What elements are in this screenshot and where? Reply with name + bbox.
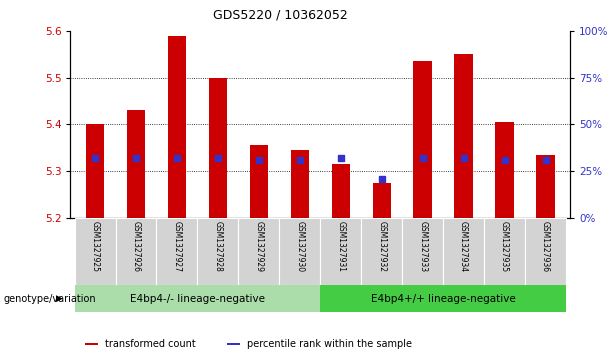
Text: genotype/variation: genotype/variation — [3, 294, 96, 303]
Text: percentile rank within the sample: percentile rank within the sample — [248, 339, 413, 349]
Bar — [227, 343, 240, 345]
Text: GSM1327927: GSM1327927 — [172, 221, 181, 272]
Point — [254, 157, 264, 163]
Text: transformed count: transformed count — [105, 339, 196, 349]
Text: GSM1327925: GSM1327925 — [91, 221, 99, 272]
Text: GSM1327926: GSM1327926 — [132, 221, 140, 272]
Bar — [86, 125, 104, 218]
Bar — [238, 218, 280, 285]
Text: GSM1327934: GSM1327934 — [459, 221, 468, 272]
Text: GSM1327936: GSM1327936 — [541, 221, 550, 272]
Text: GSM1327929: GSM1327929 — [254, 221, 264, 272]
Bar — [332, 164, 350, 218]
Bar — [208, 78, 227, 218]
Bar — [115, 218, 156, 285]
Bar — [127, 110, 145, 218]
Bar — [280, 218, 320, 285]
Point — [418, 155, 428, 161]
Bar — [320, 285, 566, 312]
Bar — [249, 145, 268, 218]
Point — [172, 155, 182, 161]
Bar — [402, 218, 443, 285]
Text: ▶: ▶ — [56, 294, 63, 303]
Bar — [197, 218, 238, 285]
Text: GDS5220 / 10362052: GDS5220 / 10362052 — [213, 9, 348, 22]
Bar — [495, 122, 514, 218]
Text: E4bp4-/- lineage-negative: E4bp4-/- lineage-negative — [130, 294, 265, 303]
Point — [377, 176, 387, 182]
Bar — [85, 343, 98, 345]
Point — [541, 157, 550, 163]
Bar — [291, 150, 309, 218]
Bar — [525, 218, 566, 285]
Bar — [168, 36, 186, 218]
Bar — [320, 218, 361, 285]
Bar — [536, 155, 555, 218]
Point — [295, 157, 305, 163]
Point — [213, 155, 223, 161]
Point — [459, 155, 468, 161]
Bar — [373, 183, 391, 218]
Text: GSM1327931: GSM1327931 — [337, 221, 345, 272]
Text: GSM1327935: GSM1327935 — [500, 221, 509, 272]
Text: E4bp4+/+ lineage-negative: E4bp4+/+ lineage-negative — [371, 294, 516, 303]
Bar — [454, 54, 473, 218]
Bar — [75, 218, 115, 285]
Bar — [361, 218, 402, 285]
Bar — [75, 285, 320, 312]
Bar — [156, 218, 197, 285]
Text: GSM1327933: GSM1327933 — [418, 221, 427, 272]
Point — [336, 155, 346, 161]
Bar — [413, 61, 432, 218]
Text: GSM1327930: GSM1327930 — [295, 221, 304, 272]
Point — [500, 157, 509, 163]
Point — [90, 155, 100, 161]
Bar — [484, 218, 525, 285]
Text: GSM1327932: GSM1327932 — [377, 221, 386, 272]
Bar — [443, 218, 484, 285]
Text: GSM1327928: GSM1327928 — [213, 221, 223, 272]
Point — [131, 155, 141, 161]
